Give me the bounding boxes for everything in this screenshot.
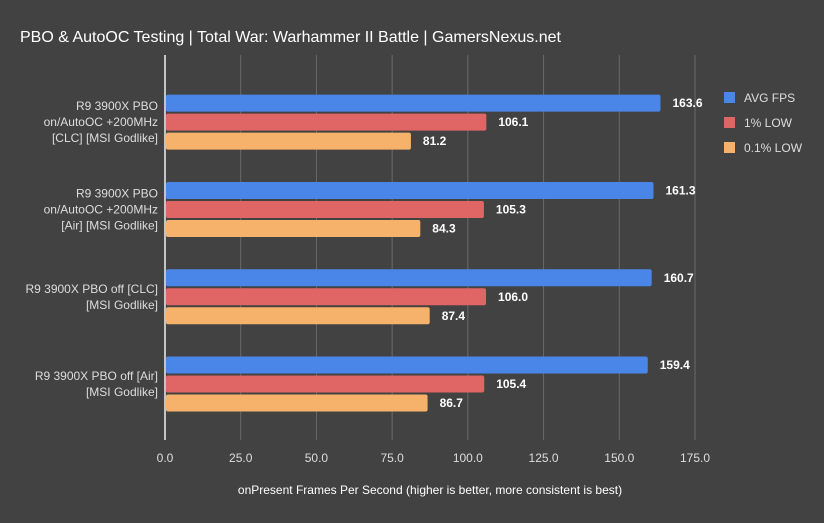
category-label: [MSI Godlike] — [86, 298, 158, 312]
data-label: 163.6 — [672, 96, 702, 110]
bars: 163.6 106.1 81.2 161.3 105.3 84.3 160.7 106.0 87… — [166, 94, 703, 412]
legend-label: 0.1% LOW — [744, 141, 803, 155]
data-label: 159.4 — [660, 358, 690, 372]
bar-0-1-low — [166, 307, 430, 325]
bar-avg-fps — [166, 269, 652, 287]
bar-avg-fps — [166, 181, 654, 199]
bar-avg-fps — [166, 356, 648, 374]
legend-swatch — [724, 117, 735, 128]
legend-label: AVG FPS — [744, 91, 795, 105]
category-label: R9 3900X PBO — [76, 186, 158, 200]
x-tick-label: 125.0 — [529, 451, 559, 465]
category-label: R9 3900X PBO off [CLC] — [25, 282, 158, 296]
bar-1-low — [166, 288, 487, 306]
bar-1-low — [166, 113, 487, 131]
data-label: 105.3 — [496, 202, 526, 216]
bar-1-low — [166, 200, 484, 218]
data-label: 106.1 — [498, 115, 528, 129]
data-label: 81.2 — [423, 134, 447, 148]
x-tick-label: 75.0 — [380, 451, 404, 465]
x-axis-label: onPresent Frames Per Second (higher is b… — [238, 483, 622, 497]
bar-0-1-low — [166, 219, 421, 237]
data-label: 87.4 — [442, 309, 466, 323]
category-label: [MSI Godlike] — [86, 385, 158, 399]
bar-1-low — [166, 375, 485, 393]
data-label: 160.7 — [664, 271, 694, 285]
category-label: [CLC] [MSI Godlike] — [52, 131, 158, 145]
legend: AVG FPS 1% LOW 0.1% LOW — [724, 91, 803, 155]
bar-avg-fps — [166, 94, 661, 112]
legend-swatch — [724, 92, 735, 103]
category-label: on/AutoOC +200MHz — [44, 115, 158, 129]
x-tick-label: 150.0 — [604, 451, 634, 465]
category-labels: R9 3900X PBO on/AutoOC +200MHz [CLC] [MSI … — [25, 99, 158, 399]
category-label: on/AutoOC +200MHz — [44, 202, 158, 216]
chart-title: PBO & AutoOC Testing | Total War: Warham… — [20, 29, 562, 46]
category-label: R9 3900X PBO — [76, 99, 158, 113]
x-tick-label: 100.0 — [453, 451, 483, 465]
bar-0-1-low — [166, 394, 428, 412]
data-label: 161.3 — [666, 183, 696, 197]
data-label: 86.7 — [440, 396, 464, 410]
bar-0-1-low — [166, 132, 411, 150]
data-label: 106.0 — [498, 290, 528, 304]
x-tick-label: 50.0 — [305, 451, 329, 465]
x-tick-label: 0.0 — [157, 451, 174, 465]
data-label: 84.3 — [432, 221, 456, 235]
category-label: R9 3900X PBO off [Air] — [35, 369, 158, 383]
data-label: 105.4 — [496, 377, 526, 391]
category-label: [Air] [MSI Godlike] — [61, 218, 158, 232]
legend-swatch — [724, 142, 735, 153]
x-tick-label: 175.0 — [680, 451, 710, 465]
x-tick-labels: 0.0 25.0 50.0 75.0 100.0 125.0 150.0 175.0 — [157, 451, 711, 465]
legend-label: 1% LOW — [744, 116, 793, 130]
x-tick-label: 25.0 — [229, 451, 253, 465]
